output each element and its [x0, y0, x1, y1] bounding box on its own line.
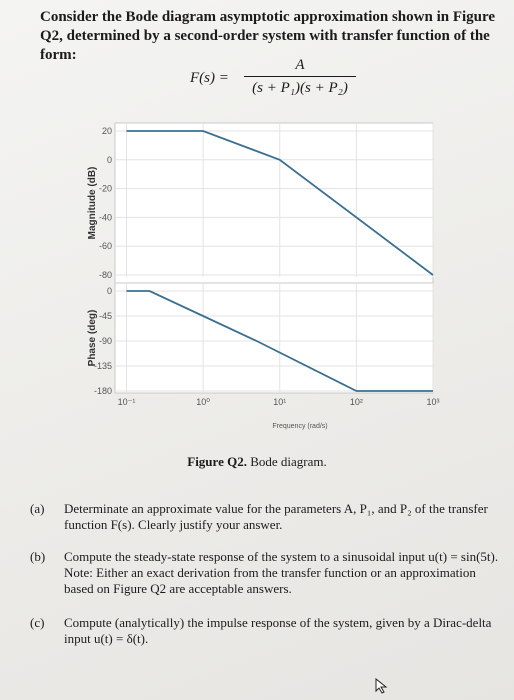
question-a-label: (a)	[30, 501, 45, 516]
formula-fraction: A (s + P₁)(s + P₂)	[244, 56, 356, 97]
frequency-xtick-label: 10⁰	[196, 397, 210, 407]
mag-ytick-label: 0	[107, 155, 112, 165]
frequency-xtick-label: 10⁻¹	[118, 397, 136, 407]
question-c: (c) Compute (analytically) the impulse r…	[30, 615, 500, 647]
figure-caption: Figure Q2. Bode diagram.	[0, 454, 514, 470]
transfer-function-formula: F(s) = A (s + P₁)(s + P₂)	[190, 56, 360, 100]
phase-ytick-label: -135	[94, 361, 112, 371]
question-a: (a) Determinate an approximate value for…	[30, 501, 500, 533]
question-b: (b) Compute the steady-state response of…	[30, 549, 500, 597]
figure-caption-label: Figure Q2.	[187, 454, 247, 469]
mag-series-line	[126, 130, 434, 276]
phase-ytick-label: 0	[107, 286, 112, 296]
phase-ytick-label: -90	[99, 336, 112, 346]
phase-series-line	[126, 290, 433, 392]
mag-ytick-label: -20	[99, 184, 112, 194]
frequency-xtick-label: 10²	[350, 397, 363, 407]
question-a-text: Determinate an approximate value for the…	[64, 501, 488, 532]
phase-ytick-label: -180	[94, 386, 112, 396]
mag-ytick-label: -80	[99, 270, 112, 280]
question-b-label: (b)	[30, 549, 46, 564]
mag-ytick-label: -60	[99, 241, 112, 251]
frequency-xtick-label: 10³	[426, 397, 439, 407]
mag-ytick-label: -40	[99, 212, 112, 222]
problem-statement: Consider the Bode diagram asymptotic app…	[40, 9, 496, 63]
magnitude-plot-area	[114, 122, 434, 284]
phase-plot: Phase (deg) 0 -45 -90 -135 -180	[87, 282, 434, 396]
phase-ytick-label: -45	[99, 311, 112, 321]
fraction-bar	[244, 76, 356, 77]
frequency-xtick-label: 10¹	[273, 397, 286, 407]
formula-numerator: A	[295, 57, 305, 73]
phase-ylabel: Phase (deg)	[87, 310, 98, 367]
magnitude-ylabel: Magnitude (dB)	[87, 167, 98, 240]
frequency-axis: Frequency (rad/s) 10⁻¹ 10⁰ 10¹ 10² 10³	[118, 397, 440, 430]
frequency-xlabel: Frequency (rad/s)	[272, 423, 327, 430]
question-b-text: Compute the steady-state response of the…	[64, 549, 499, 596]
figure-caption-text: Bode diagram.	[250, 454, 327, 469]
formula-lhs: F(s) =	[190, 70, 229, 86]
formula-denominator: (s + P₁)(s + P₂)	[252, 80, 348, 96]
phase-plot-area	[114, 282, 434, 394]
mouse-pointer-icon	[375, 678, 388, 694]
magnitude-plot: Magnitude (dB) 20 0 -20 -40 -60 -80	[87, 122, 434, 284]
question-c-label: (c)	[30, 615, 45, 630]
question-c-text: Compute (analytically) the impulse respo…	[64, 615, 492, 646]
mag-ytick-label: 20	[102, 126, 112, 136]
